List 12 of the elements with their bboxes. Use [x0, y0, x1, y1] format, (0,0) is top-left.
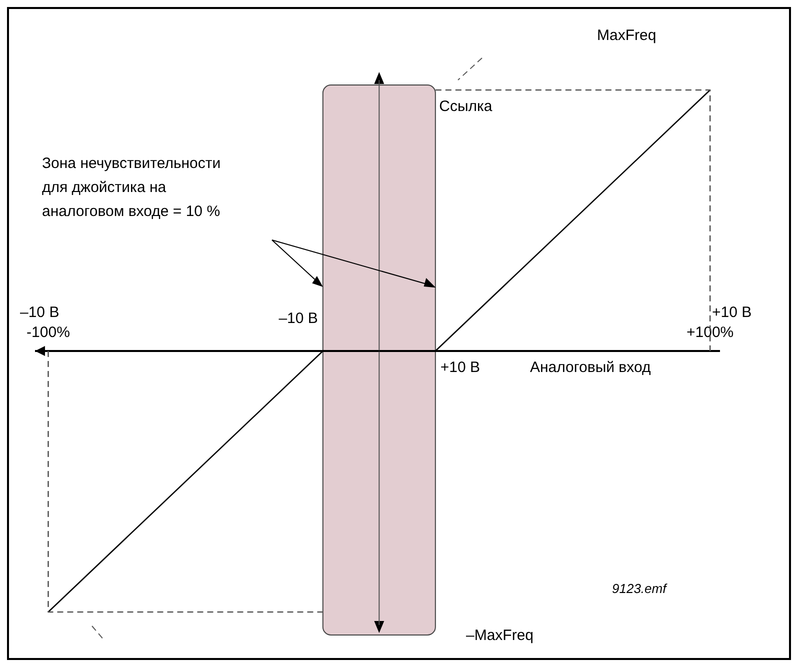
annotation: +10 В: [712, 304, 752, 321]
x-tick-label: +100%: [686, 324, 734, 341]
y-axis-title: Ссылка: [439, 98, 493, 115]
x-axis-title: Аналоговый вход: [530, 359, 651, 376]
annotation: Зона нечувствительности для джойстика на аналоговом входе = 10 %: [42, 155, 221, 220]
x-tick-label: -100%: [26, 324, 70, 341]
annotation: 9123.emf: [612, 581, 668, 596]
text: –MaxFreq: [466, 627, 534, 644]
annotation: +10 В: [440, 359, 480, 376]
annotation: –10 В: [20, 304, 60, 321]
annotation: –10 В: [278, 310, 318, 327]
text: MaxFreq: [597, 27, 656, 44]
